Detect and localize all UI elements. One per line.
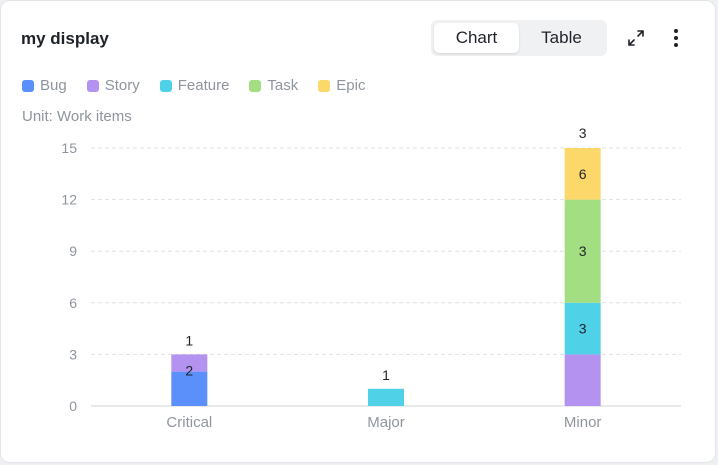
legend-swatch [22,79,34,92]
y-tick-label: 6 [69,295,77,311]
y-tick-label: 9 [69,243,77,259]
legend-item-bug[interactable]: Bug [22,77,67,94]
chart-legend: Bug Story Feature Task Epic [22,77,365,94]
data-label: 1 [382,367,390,383]
bar-segment [564,302,601,355]
unit-label: Unit: Work items [22,108,132,125]
data-label: 2 [185,363,193,379]
legend-swatch [86,79,99,92]
data-label: 3 [579,321,587,337]
data-label: 3 [579,243,587,259]
expand-icon[interactable] [624,26,648,50]
y-tick-label: 0 [69,398,77,414]
legend-label: Epic [336,77,366,94]
data-label: 1 [185,332,193,348]
x-tick-label: Major [367,414,405,431]
tab-table[interactable]: Table [541,28,582,47]
legend-label: Feature [177,77,230,94]
legend-item-task[interactable]: Task [249,77,298,94]
bar-segment [564,354,601,406]
legend-item-feature[interactable]: Feature [159,77,230,94]
legend-label: Bug [40,77,67,94]
legend-label: Story [104,77,140,94]
legend-swatch [249,79,262,92]
x-tick-label: Critical [166,414,212,431]
view-toggle: Chart Table [431,20,607,56]
card-title: my display [21,29,109,48]
data-label: 3 [579,125,587,141]
data-label: 6 [579,166,587,182]
legend-item-epic[interactable]: Epic [318,77,365,94]
bar-segment [171,354,208,372]
bar-segment [171,371,208,406]
x-tick-label: Minor [564,414,602,431]
y-tick-label: 3 [69,346,77,362]
bar-segment [564,148,601,200]
legend-swatch [318,79,331,92]
y-tick-label: 12 [61,192,77,208]
tab-chart[interactable]: Chart [434,23,519,53]
bar-segment [564,199,601,303]
more-vertical-icon[interactable] [664,26,688,50]
y-tick-label: 15 [61,140,77,156]
legend-swatch [159,79,172,92]
legend-label: Task [267,77,299,94]
bar-segment [368,388,404,406]
legend-item-story[interactable]: Story [86,77,140,94]
